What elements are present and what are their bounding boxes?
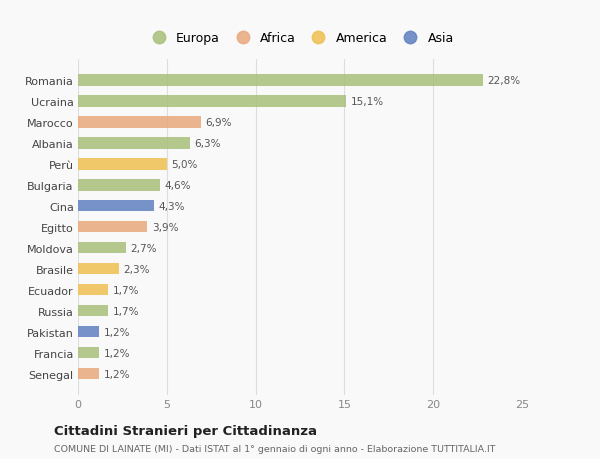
Bar — [78, 96, 346, 107]
Text: COMUNE DI LAINATE (MI) - Dati ISTAT al 1° gennaio di ogni anno - Elaborazione TU: COMUNE DI LAINATE (MI) - Dati ISTAT al 1… — [54, 444, 496, 453]
Bar — [78, 117, 200, 128]
Text: 1,7%: 1,7% — [113, 285, 139, 295]
Bar — [78, 326, 100, 338]
Bar — [78, 368, 100, 380]
Bar — [78, 221, 147, 233]
Bar — [78, 347, 100, 358]
Text: 1,2%: 1,2% — [104, 369, 130, 379]
Text: 2,3%: 2,3% — [123, 264, 150, 274]
Bar — [78, 75, 483, 86]
Bar — [78, 201, 154, 212]
Text: 15,1%: 15,1% — [350, 96, 384, 106]
Legend: Europa, Africa, America, Asia: Europa, Africa, America, Asia — [141, 28, 459, 50]
Bar — [78, 159, 167, 170]
Text: 6,3%: 6,3% — [194, 139, 221, 148]
Text: 1,2%: 1,2% — [104, 348, 130, 358]
Text: 1,7%: 1,7% — [113, 306, 139, 316]
Bar — [78, 305, 108, 317]
Text: 5,0%: 5,0% — [171, 159, 197, 169]
Text: 6,9%: 6,9% — [205, 118, 232, 128]
Bar — [78, 138, 190, 149]
Text: 2,7%: 2,7% — [130, 243, 157, 253]
Text: 3,9%: 3,9% — [152, 222, 178, 232]
Text: 4,6%: 4,6% — [164, 180, 191, 190]
Text: 4,3%: 4,3% — [159, 202, 185, 211]
Bar — [78, 284, 108, 296]
Text: 1,2%: 1,2% — [104, 327, 130, 337]
Bar — [78, 179, 160, 191]
Text: 22,8%: 22,8% — [487, 76, 520, 86]
Bar — [78, 263, 119, 275]
Text: Cittadini Stranieri per Cittadinanza: Cittadini Stranieri per Cittadinanza — [54, 424, 317, 437]
Bar — [78, 242, 126, 254]
